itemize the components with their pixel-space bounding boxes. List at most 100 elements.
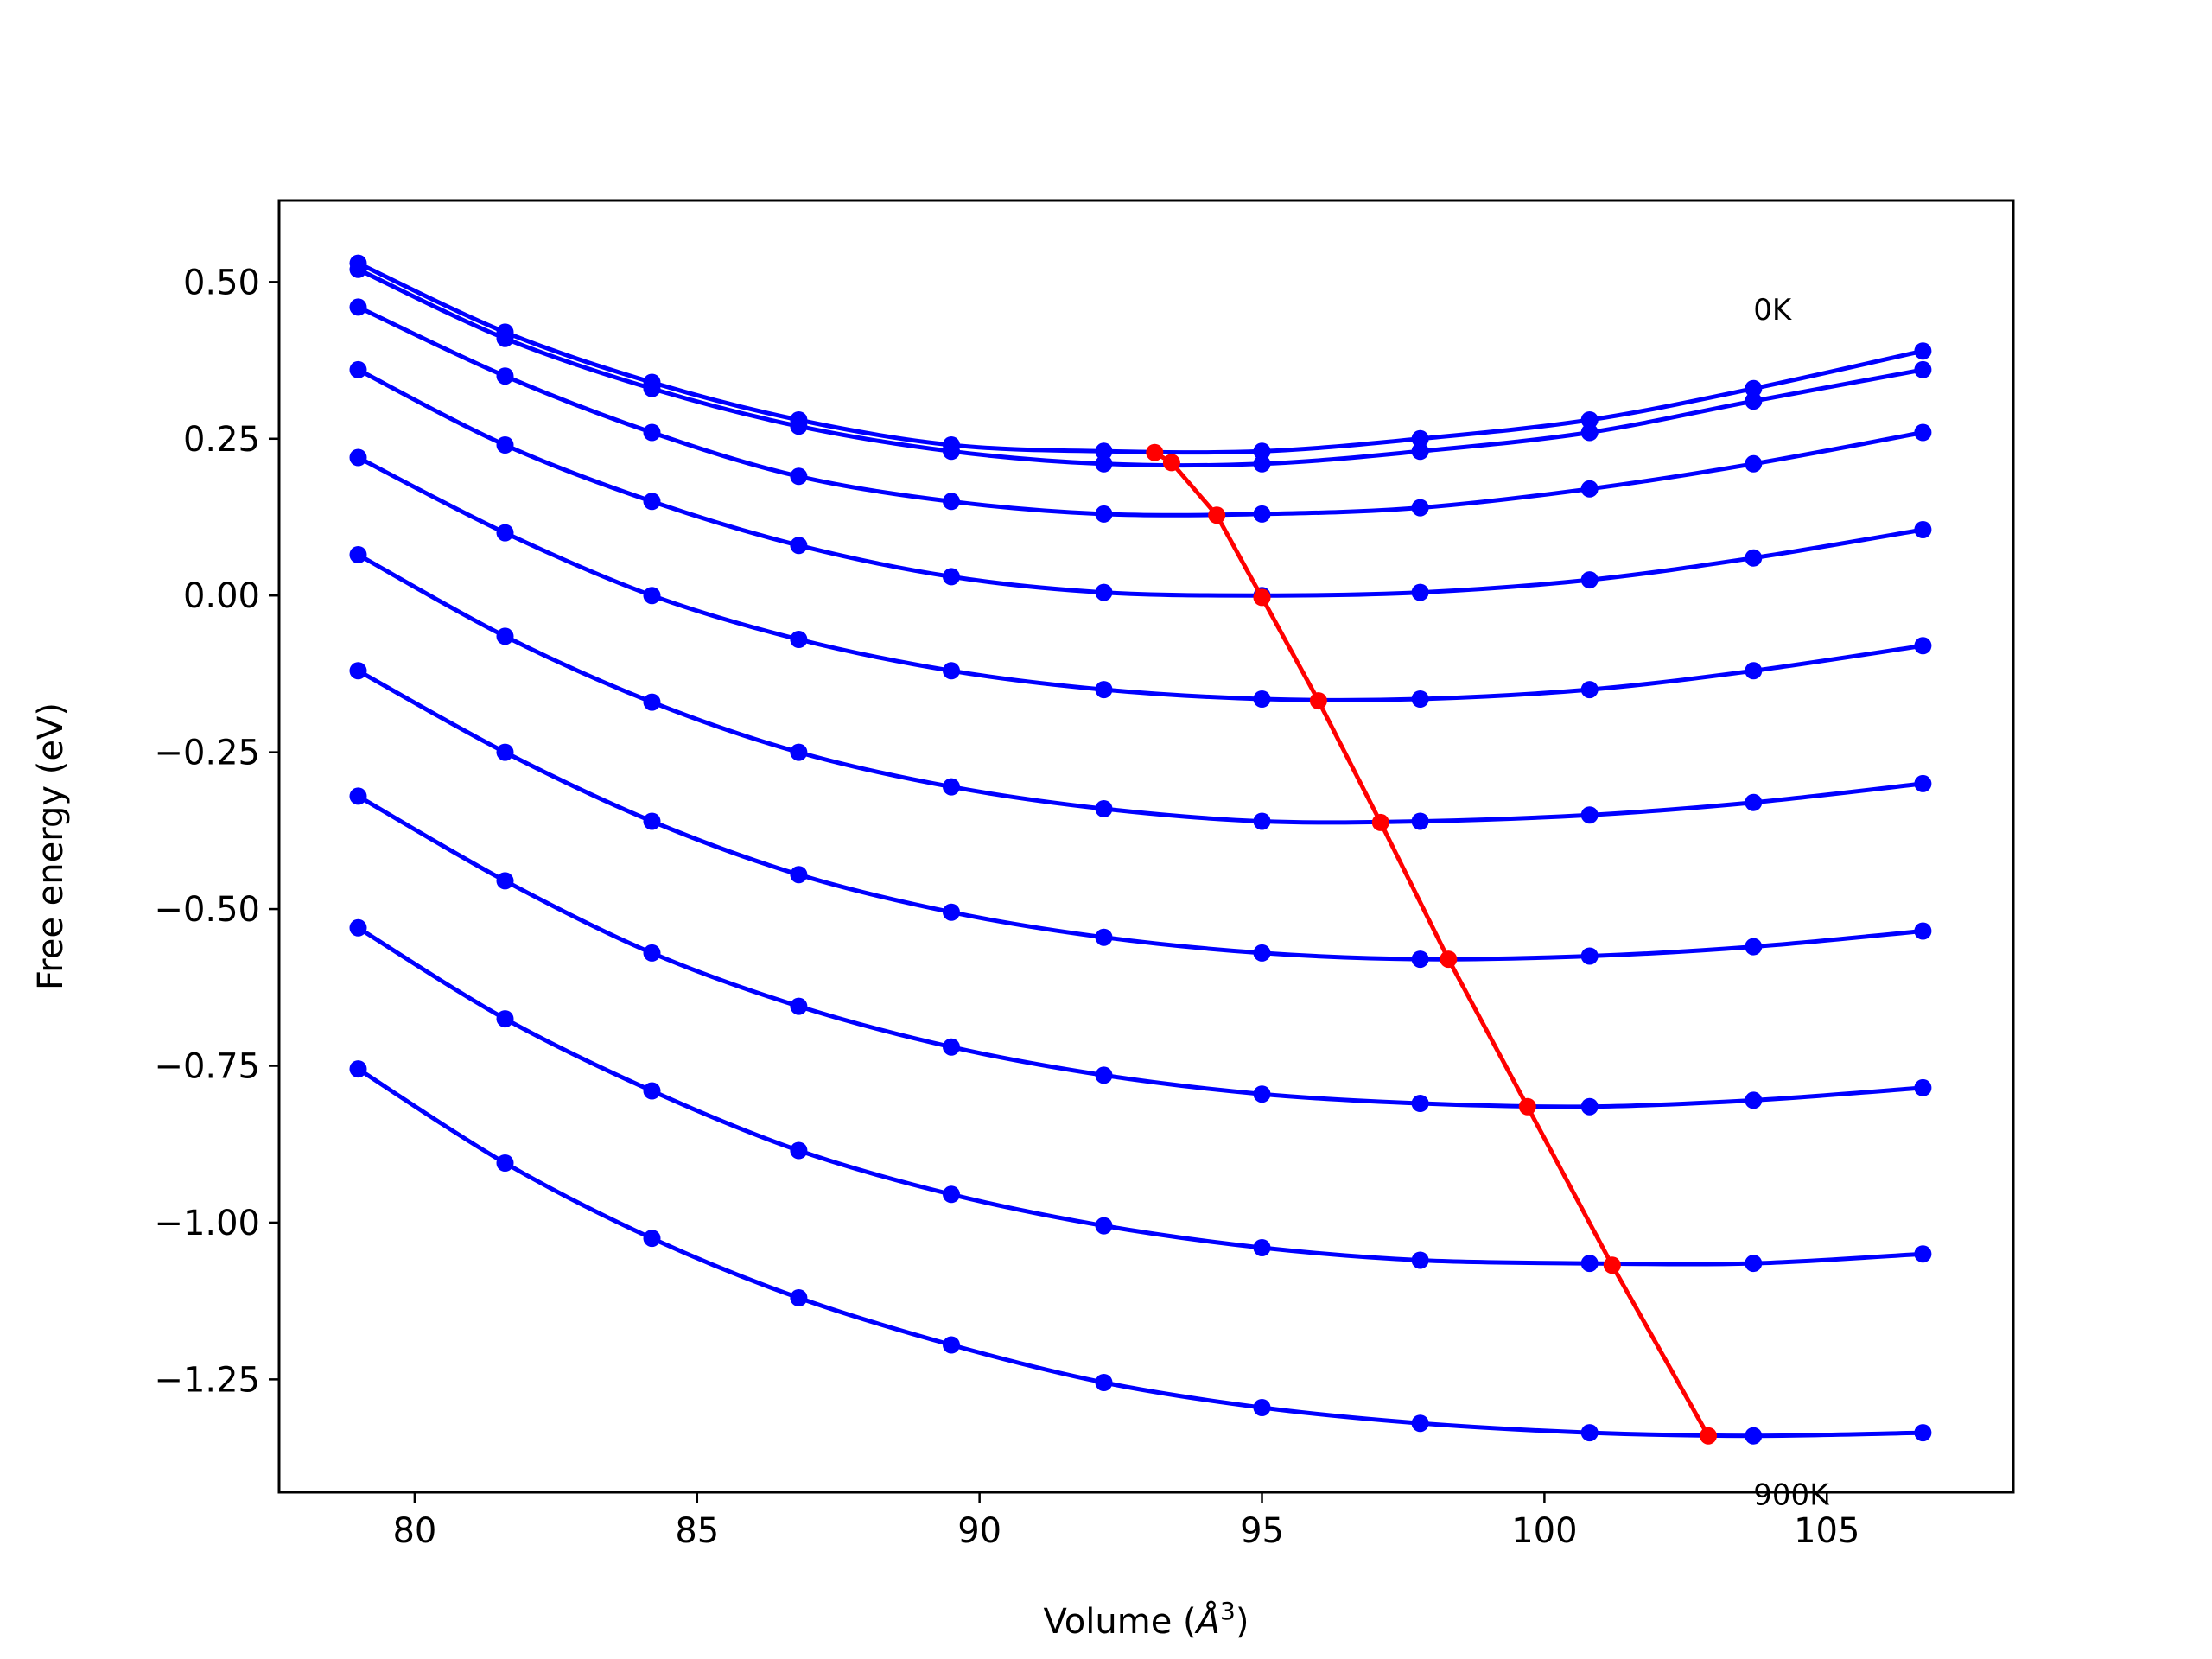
series-8-point-3 bbox=[790, 1141, 808, 1160]
series-3-point-9 bbox=[1745, 549, 1763, 567]
series-5-point-5 bbox=[1095, 800, 1113, 817]
y-axis-title: Free energy (eV) bbox=[31, 702, 71, 990]
series-line-1 bbox=[357, 267, 1923, 468]
x-axis-title-text: Volume ( bbox=[1044, 1602, 1197, 1642]
series-0-point-7 bbox=[1411, 429, 1429, 448]
series-3-point-10 bbox=[1914, 521, 1932, 538]
series-0-point-6 bbox=[1253, 442, 1271, 461]
series-2-point-1 bbox=[496, 367, 514, 385]
series-5-point-3 bbox=[790, 743, 808, 761]
series-5-point-8 bbox=[1580, 806, 1599, 824]
x-tick-label-5: 105 bbox=[1794, 1511, 1859, 1551]
series-2-point-2 bbox=[643, 423, 661, 442]
series-4-point-1 bbox=[496, 524, 514, 542]
series-3-point-2 bbox=[643, 493, 661, 511]
series-0-point-8 bbox=[1580, 411, 1599, 429]
series-8-point-10 bbox=[1914, 1245, 1932, 1263]
y-tick-label-4: −0.25 bbox=[154, 734, 260, 773]
x-axis: 80 85 90 95 100 105 bbox=[392, 1492, 1859, 1551]
series-1-point-5 bbox=[1095, 454, 1113, 473]
series-2-point-9 bbox=[1745, 454, 1763, 473]
x-tick-label-0: 80 bbox=[392, 1511, 436, 1551]
series-7-point-10 bbox=[1914, 1078, 1932, 1096]
series-1-point-8 bbox=[1580, 423, 1599, 442]
series-2-point-8 bbox=[1580, 480, 1599, 498]
series-4-point-10 bbox=[1914, 637, 1932, 655]
series-6-point-2 bbox=[643, 812, 661, 830]
minima-point-8 bbox=[1603, 1256, 1621, 1274]
series-line-4 bbox=[357, 455, 1923, 702]
x-tick-label-3: 95 bbox=[1240, 1511, 1284, 1551]
y-tick-label-0: −1.25 bbox=[154, 1360, 260, 1400]
series-9-point-7 bbox=[1411, 1414, 1429, 1433]
series-8-point-0 bbox=[349, 918, 367, 937]
series-6-point-6 bbox=[1253, 944, 1271, 962]
series-7-point-5 bbox=[1095, 1066, 1113, 1084]
annotation-0: 0K bbox=[1753, 293, 1793, 327]
x-axis-title-close: ) bbox=[1236, 1602, 1249, 1642]
series-4-point-2 bbox=[643, 587, 661, 605]
series-5-point-4 bbox=[943, 778, 960, 796]
series-1-point-10 bbox=[1914, 360, 1932, 378]
series-6-point-0 bbox=[349, 662, 367, 680]
series-2-point-3 bbox=[790, 467, 808, 486]
series-8-point-7 bbox=[1411, 1251, 1429, 1269]
series-0-point-9 bbox=[1745, 379, 1763, 397]
y-tick-label-5: 0.00 bbox=[183, 576, 260, 616]
series-7-point-8 bbox=[1580, 1097, 1599, 1116]
series-0-point-5 bbox=[1095, 442, 1113, 461]
series-layer bbox=[349, 254, 1932, 1445]
series-2-point-7 bbox=[1411, 499, 1429, 517]
series-3-point-3 bbox=[790, 537, 808, 555]
minima-point-6 bbox=[1440, 950, 1458, 969]
series-6-point-8 bbox=[1580, 947, 1599, 965]
series-1-point-9 bbox=[1745, 392, 1763, 410]
series-8-point-8 bbox=[1580, 1255, 1599, 1273]
annotation-layer: 0K 900K bbox=[1753, 293, 1830, 1513]
series-7-point-0 bbox=[349, 787, 367, 805]
series-9-point-3 bbox=[790, 1289, 808, 1306]
series-3-point-0 bbox=[349, 360, 367, 378]
series-7-point-1 bbox=[496, 872, 514, 890]
minima-point-7 bbox=[1518, 1097, 1536, 1116]
series-6-point-3 bbox=[790, 866, 808, 884]
series-3-point-8 bbox=[1580, 571, 1599, 589]
series-6-point-9 bbox=[1745, 938, 1763, 956]
series-5-point-7 bbox=[1411, 812, 1429, 830]
series-4-point-8 bbox=[1580, 681, 1599, 699]
x-tick-label-2: 90 bbox=[957, 1511, 1001, 1551]
series-7-point-7 bbox=[1411, 1095, 1429, 1112]
series-1-point-1 bbox=[496, 329, 514, 347]
series-1-point-7 bbox=[1411, 442, 1429, 461]
series-5-point-2 bbox=[643, 693, 661, 711]
minima-point-1 bbox=[1162, 454, 1180, 472]
series-1-point-2 bbox=[643, 379, 661, 397]
series-8-point-1 bbox=[496, 1010, 514, 1028]
series-2-point-4 bbox=[943, 493, 960, 511]
series-3-point-1 bbox=[496, 436, 514, 454]
y-tick-label-1: −1.00 bbox=[154, 1204, 260, 1243]
series-1-point-3 bbox=[790, 417, 808, 435]
series-8-point-2 bbox=[643, 1082, 661, 1100]
series-9-point-1 bbox=[496, 1154, 514, 1172]
series-2-point-5 bbox=[1095, 505, 1113, 523]
y-tick-label-6: 0.25 bbox=[183, 420, 260, 460]
minima-line bbox=[1154, 450, 1711, 1437]
series-line-0 bbox=[357, 261, 1923, 455]
series-9-point-5 bbox=[1095, 1374, 1113, 1391]
series-1-point-0 bbox=[349, 260, 367, 278]
minima-point-5 bbox=[1371, 813, 1389, 831]
series-9-point-8 bbox=[1580, 1424, 1599, 1442]
annotation-1: 900K bbox=[1753, 1478, 1830, 1513]
x-axis-title-exponent: 3 bbox=[1220, 1597, 1236, 1625]
series-8-point-9 bbox=[1745, 1255, 1763, 1273]
series-line-8 bbox=[357, 925, 1923, 1267]
series-5-point-0 bbox=[349, 546, 367, 563]
y-axis: −1.25 −1.00 −0.75 −0.50 −0.25 0.00 0.25 0.50 bbox=[154, 263, 279, 1400]
series-7-point-6 bbox=[1253, 1085, 1271, 1103]
minima-point-4 bbox=[1309, 692, 1327, 710]
series-6-point-1 bbox=[496, 743, 514, 761]
series-4-point-0 bbox=[349, 448, 367, 467]
series-5-point-6 bbox=[1253, 812, 1271, 830]
series-7-point-3 bbox=[790, 997, 808, 1015]
